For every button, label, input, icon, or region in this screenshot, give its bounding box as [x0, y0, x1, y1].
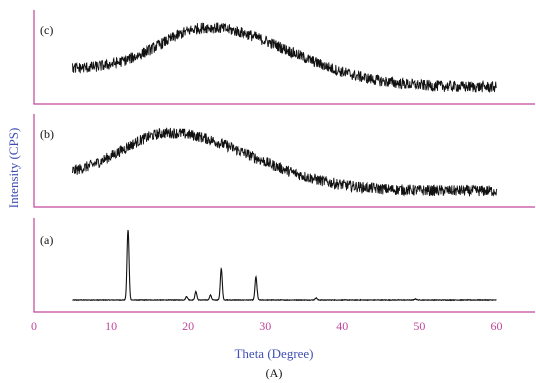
x-tick-label: 60 [490, 319, 502, 333]
x-tick-label: 20 [182, 319, 194, 333]
series-line-a [72, 230, 497, 302]
x-axis-title: Theta (Degree) [234, 346, 313, 361]
panel-frame-a [33, 218, 535, 313]
x-tick-label: 50 [413, 319, 425, 333]
panel-frame-c [33, 10, 535, 105]
series-traces [72, 22, 497, 302]
figure-caption: (A) [266, 366, 283, 380]
x-tick-label: 10 [105, 319, 117, 333]
panel-frames [33, 10, 535, 313]
y-axis-title: Intensity (CPS) [6, 128, 21, 209]
series-line-b [72, 127, 497, 197]
x-tick-label: 30 [259, 319, 271, 333]
x-tick-label: 0 [31, 319, 37, 333]
panel-label-a: (a) [40, 233, 53, 247]
x-tick-label: 40 [336, 319, 348, 333]
series-line-c [72, 22, 497, 94]
panel-label-c: (c) [40, 23, 53, 37]
panel-frame-b [33, 114, 535, 208]
panel-label-b: (b) [40, 127, 54, 141]
x-tick-labels: 0 10 20 30 40 50 60 [31, 319, 502, 333]
